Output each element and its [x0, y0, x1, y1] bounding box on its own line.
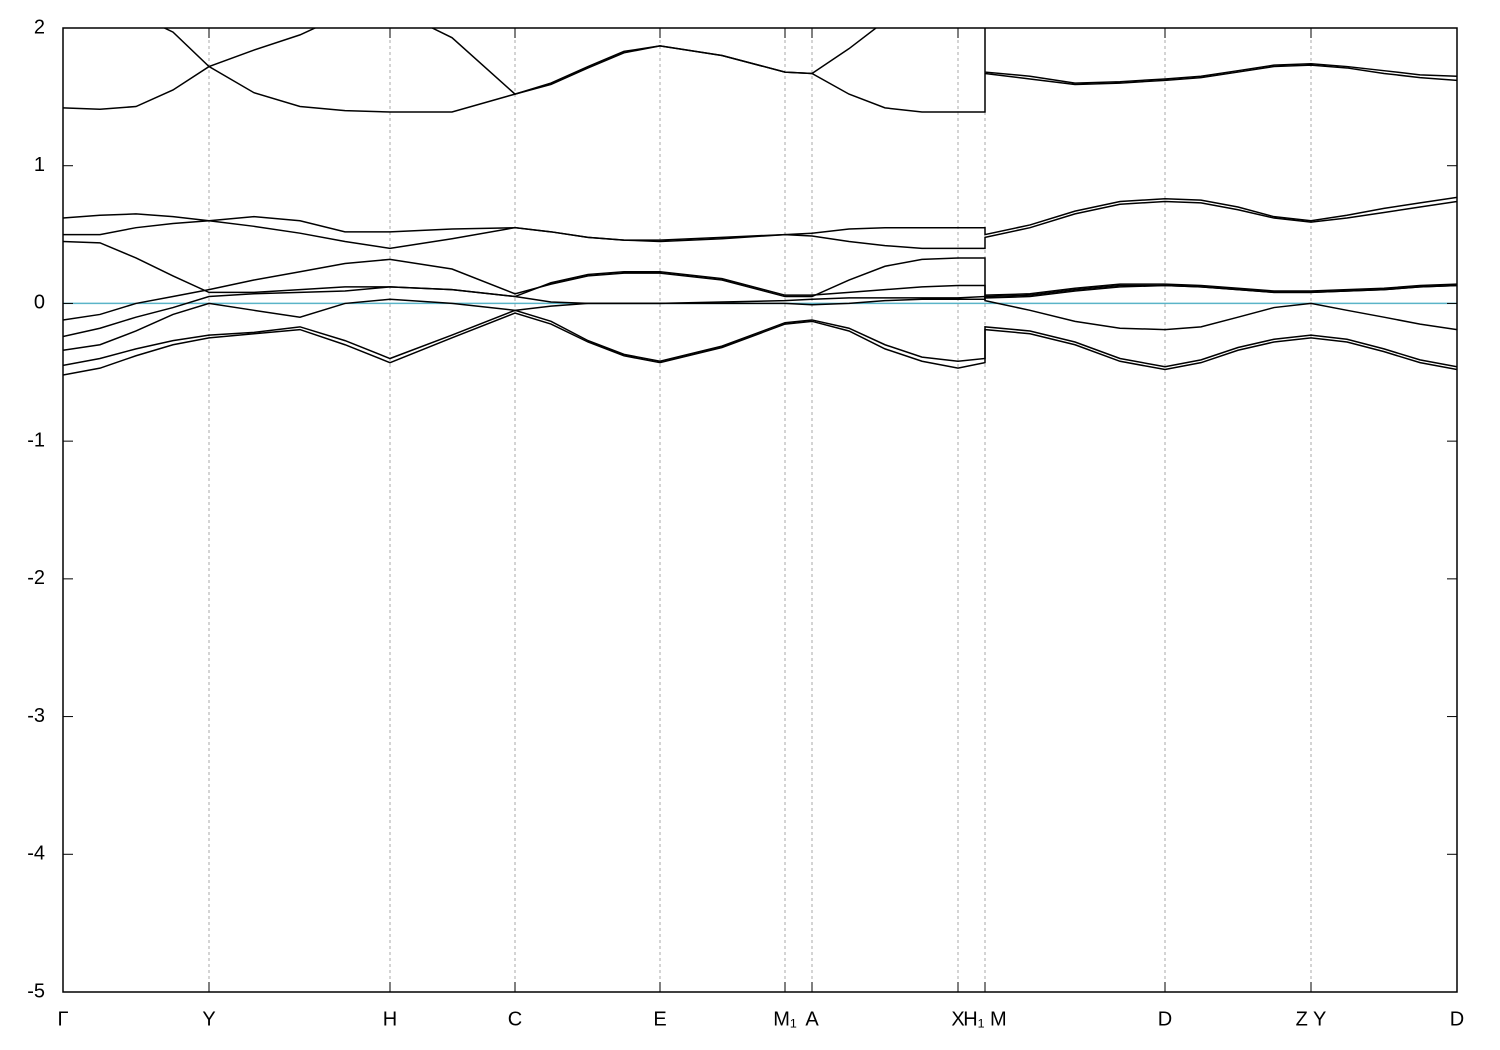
- x-tick-label: H: [383, 1008, 397, 1030]
- x-tick-label: H₁ M: [963, 1008, 1006, 1030]
- x-tick-label: E: [653, 1008, 666, 1030]
- y-tick-label: -3: [27, 705, 45, 727]
- band-line: [63, 309, 1457, 368]
- x-tick-label: M₁: [773, 1008, 797, 1030]
- band-line: [63, 196, 1457, 241]
- y-tick-label: 0: [34, 292, 45, 314]
- x-tick-label: X: [951, 1008, 964, 1030]
- band-line: [63, 295, 1457, 351]
- band-line: [63, 200, 1457, 250]
- x-tick-label: D: [1450, 1008, 1464, 1030]
- y-tick-label: 2: [34, 16, 45, 38]
- x-tick-label: Z Y: [1296, 1008, 1327, 1030]
- y-tick-label: -4: [27, 843, 45, 865]
- band-line: [162, 28, 1457, 113]
- y-tick-label: -1: [27, 429, 45, 451]
- band-line: [63, 312, 1457, 376]
- y-tick-label: 1: [34, 154, 45, 176]
- x-tick-label: C: [508, 1008, 522, 1030]
- plot-area: [63, 28, 1457, 376]
- axes: -5 -4 -3 -2 -1 0 1 2 Γ Y H C E M₁ A XH₁ M D Z Y D: [27, 16, 1464, 1030]
- y-tick-label: -5: [27, 980, 45, 1002]
- y-tick-label: -2: [27, 567, 45, 589]
- x-tick-label: Γ: [57, 1008, 68, 1030]
- band-line: [63, 28, 1457, 111]
- band-line: [63, 240, 1457, 299]
- x-tick-label: D: [1158, 1008, 1172, 1030]
- x-tick-label: A: [805, 1008, 819, 1030]
- plot-frame: [62, 27, 1458, 993]
- x-tick-label: Y: [202, 1008, 215, 1030]
- band-line: [63, 257, 1457, 321]
